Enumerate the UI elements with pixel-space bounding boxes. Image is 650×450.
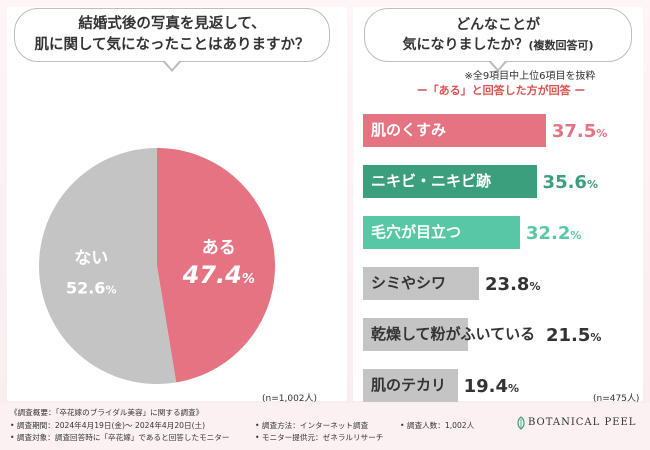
bar-value: 19.4% (463, 376, 520, 397)
bar-row: 毛穴が目立つ 32.2% (363, 216, 643, 249)
left-question-bubble: 結婚式後の写真を見返して、 肌に関して気になったことはありますか？ (14, 8, 330, 62)
footer-provider: • モニター提供元：ゼネラルリサーチ (255, 433, 384, 442)
brand-logo: BOTANICAL PEEL (528, 417, 637, 428)
footer-count: • 調査人数：1,002人 (400, 421, 475, 430)
bar (363, 267, 480, 300)
bar-value: 35.6% (542, 172, 598, 193)
pie-value-1: 52.6% (66, 278, 117, 297)
selection-note: ※全9項目中上位6項目を抜粋 (464, 71, 596, 82)
left-bubble-tail-inner (165, 61, 179, 69)
right-question-bubble: どんなことが 気になりましたか？(複数回答可) (364, 8, 632, 62)
footer-method: • 調査方法：インターネット調査 (255, 421, 369, 430)
pie-value-0: 47.4% (182, 261, 255, 289)
pie-slice-0 (157, 148, 276, 383)
right-bubble-tail-inner (491, 61, 505, 69)
bar-value: 21.5% (546, 325, 602, 346)
bar-row: ニキビ・ニキビ跡 35.6% (363, 165, 643, 198)
bar-label: 肌のくすみ (371, 121, 447, 139)
left-question-line2: 肌に関して気になったことはありますか？ (34, 37, 310, 53)
bar (363, 216, 520, 249)
bar-row: 乾燥して粉がふいている 21.5% (363, 318, 643, 351)
respondent-legend: ー「ある」と回答した方が回答 ー (416, 84, 586, 97)
pie-chart: ある 47.4% ない 52.6% (39, 148, 276, 385)
bar-row: 肌のテカリ 19.4% (363, 369, 643, 402)
footer-survey-title: 《調査概要：「卒花嫁のブライダル美容」に関する調査》 (10, 408, 204, 417)
pie-slice-1 (39, 148, 177, 385)
footer-target: • 調査対象：調査回答時に「卒花嫁」であると回答したモニター (10, 433, 230, 442)
footer (0, 403, 650, 450)
pie-label-0: ある (202, 238, 236, 258)
left-question-line1: 結婚式後の写真を見返して、 (78, 16, 266, 32)
bar-label: 肌のテカリ (371, 376, 447, 394)
footer-period: • 調査期間：2024年4月19日(金)～ 2024年4月20日(土) (10, 421, 206, 430)
leaf-logo-icon (517, 416, 525, 430)
left-sample-size: (n=1,002人) (262, 394, 318, 404)
bar-row: シミやシワ 23.8% (363, 267, 643, 300)
bar-value: 37.5% (551, 121, 608, 142)
bar-value: 23.8% (485, 274, 541, 295)
bar-value: 32.2% (525, 223, 582, 244)
right-question-sub: (複数回答可) (528, 39, 594, 52)
right-question-line2: 気になりましたか？ (402, 37, 529, 53)
bar-label: シミやシワ (371, 274, 447, 292)
bar-label: 毛穴が目立つ (371, 223, 462, 241)
bar (363, 165, 537, 198)
bar-label: ニキビ・ニキビ跡 (371, 172, 492, 190)
bar (363, 369, 458, 402)
bar (363, 114, 546, 147)
pie-label-1: ない (74, 248, 108, 268)
bar-row: 肌のくすみ 37.5% (363, 114, 643, 147)
right-sample-size: (n=475人) (593, 394, 640, 404)
right-question-line1: どんなことが (456, 17, 540, 33)
bar-label: 乾燥して粉がふいている (371, 325, 536, 343)
bar (363, 318, 468, 351)
